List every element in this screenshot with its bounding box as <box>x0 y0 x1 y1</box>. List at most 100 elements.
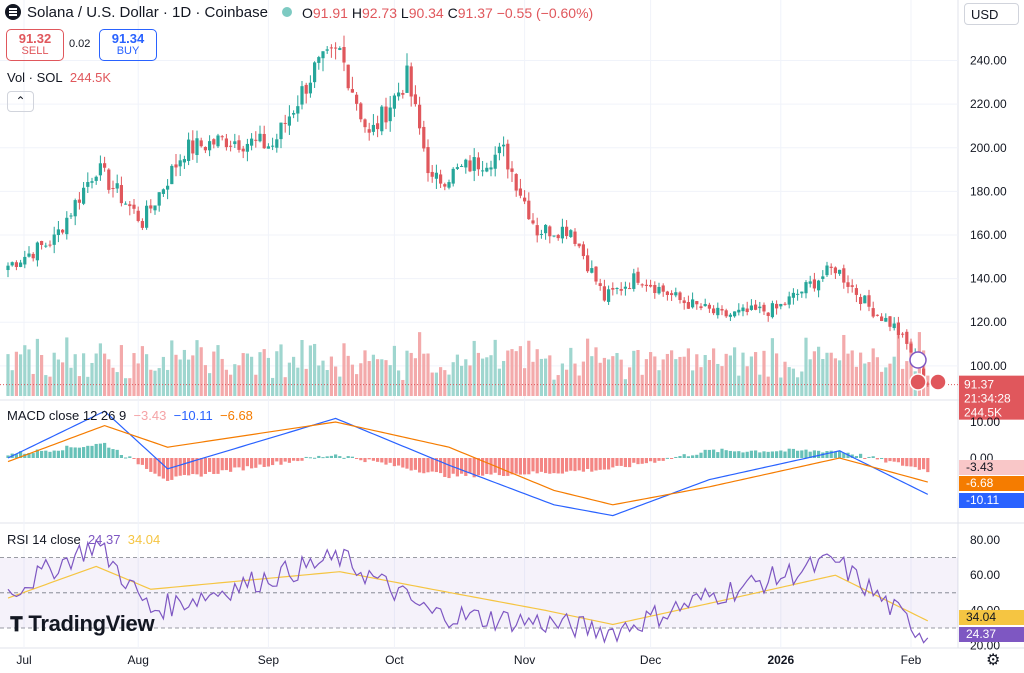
candle-body <box>35 242 39 261</box>
macd-hist-bar <box>195 458 199 475</box>
volume-bar <box>241 353 245 396</box>
macd-hist-bar <box>275 458 279 462</box>
macd-hist-bar <box>678 456 682 458</box>
macd-hist-bar <box>875 458 879 460</box>
volume-bar <box>426 353 430 396</box>
macd-hist-bar <box>250 458 254 469</box>
candle-body <box>98 163 102 176</box>
macd-hist-bar <box>586 458 590 470</box>
candle-body <box>384 106 388 123</box>
volume-bar <box>464 359 468 396</box>
change-value: −0.55 (−0.60%) <box>496 5 594 21</box>
candle-body <box>926 383 930 385</box>
macd-hist-bar <box>670 458 674 459</box>
macd-hist-bar <box>115 449 119 458</box>
macd-hist-bar <box>569 458 573 471</box>
candle-body <box>602 286 606 301</box>
macd-hist-bar <box>321 457 325 459</box>
macd-hist-bar <box>132 458 136 459</box>
candle-body <box>762 304 766 312</box>
macd-hist-bar <box>216 458 220 474</box>
macd-hist-bar <box>804 449 808 458</box>
macd-hist-bar <box>758 452 762 458</box>
volume-bar <box>447 374 451 396</box>
macd-hist-bar <box>489 458 493 475</box>
volume-bar <box>506 350 510 396</box>
macd-hist-bar <box>346 456 350 458</box>
macd-hist-bar <box>422 458 426 474</box>
candle-body <box>443 184 447 187</box>
volume-bar <box>573 363 577 396</box>
candle-body <box>82 187 86 204</box>
volume-bar <box>287 362 291 396</box>
volume-bar <box>762 350 766 396</box>
candle-body <box>14 262 18 267</box>
candle-body <box>86 182 90 187</box>
macd-hist-bar <box>287 458 291 463</box>
volume-bar <box>590 356 594 396</box>
candle-body <box>867 295 871 307</box>
macd-hist-bar <box>65 445 69 458</box>
macd-hist-bar <box>703 449 707 458</box>
macd-hist-bar <box>695 454 699 458</box>
price-axis-tick: 120.00 <box>970 315 1007 329</box>
volume-bar <box>283 377 287 396</box>
macd-hist-bar <box>455 458 459 477</box>
macd-hist-bar <box>468 458 472 474</box>
tradingview-logo[interactable]: 𝐓 TradingView <box>10 611 155 636</box>
volume-bar <box>451 362 455 396</box>
macd-hist-bar <box>754 450 758 458</box>
currency-select[interactable]: USD <box>964 3 1019 25</box>
volume-bar <box>497 368 501 396</box>
macd-hist-bar <box>892 458 896 462</box>
macd-hist-bar <box>52 450 56 458</box>
volume-bar <box>850 350 854 396</box>
candle-body <box>741 307 745 312</box>
macd-hist-bar <box>787 448 791 458</box>
candle-body <box>455 167 459 169</box>
volume-bar <box>628 367 632 396</box>
candle-body <box>107 169 111 190</box>
candle-body <box>124 203 128 205</box>
macd-hist-bar <box>901 458 905 466</box>
candle-body <box>922 368 926 376</box>
candle-body <box>506 143 510 170</box>
gear-icon[interactable]: ⚙ <box>986 652 1001 669</box>
volume-bar <box>380 359 384 396</box>
macd-hist-bar <box>737 451 741 458</box>
candle-body <box>40 240 44 245</box>
macd-hist-bar <box>40 450 44 458</box>
macd-hist-bar <box>573 458 577 472</box>
volume-bar <box>313 343 317 396</box>
candle-body <box>10 262 14 266</box>
candle-body <box>472 157 476 171</box>
candle-body <box>712 308 716 314</box>
collapse-legend-button[interactable]: ⌃ <box>7 91 34 112</box>
buy-button[interactable]: 91.34 BUY <box>99 29 157 61</box>
candle-body <box>686 302 690 309</box>
macd-hist-bar <box>224 458 228 471</box>
macd-hist-bar <box>124 457 128 459</box>
macd-hist-bar <box>48 451 52 458</box>
candle-body <box>573 231 577 244</box>
volume-bar <box>48 376 52 396</box>
symbol-title[interactable]: Solana / U.S. Dollar · 1D · Coinbase <box>27 4 268 21</box>
volume-bar <box>124 378 128 396</box>
macd-hist-bar <box>82 447 86 458</box>
volume-bar <box>338 376 342 396</box>
candle-body <box>703 303 707 307</box>
macd-hist-bar <box>376 458 380 462</box>
candle-body <box>111 188 115 190</box>
macd-hist-bar <box>405 458 409 469</box>
volume-bar <box>678 356 682 396</box>
candle-body <box>800 291 804 294</box>
volume-bar <box>229 374 233 396</box>
sell-button[interactable]: 91.32 SELL <box>6 29 64 61</box>
candle-body <box>796 293 800 295</box>
macd-hist-bar <box>418 458 422 473</box>
candle-body <box>283 122 287 124</box>
volume-bar <box>90 362 94 396</box>
macd-hist-bar <box>749 450 753 458</box>
volume-bar <box>182 349 186 396</box>
